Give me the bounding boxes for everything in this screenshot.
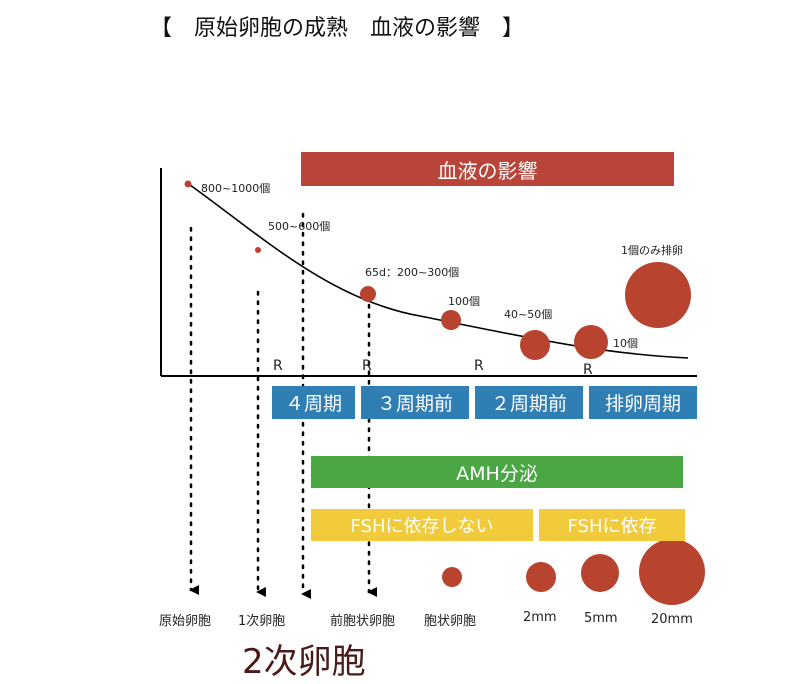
stage-label-20mm: 20mm [651, 612, 693, 627]
page-title: 【 原始卵胞の成熟 血液の影響 】 [150, 16, 525, 41]
fsh-independent-label: FSHに依存しない [350, 516, 494, 537]
cycle-bar-ovulation: 排卵周期 [589, 386, 697, 419]
follicle-on-curve [520, 330, 550, 360]
blood-influence-bar: 血液の影響 [301, 152, 674, 186]
cycle-label: 排卵周期 [604, 393, 681, 415]
cycle-label: ３周期前 [376, 393, 453, 415]
follicle-on-curve [574, 325, 608, 359]
follicle-5mm [581, 554, 619, 592]
count-label: 800~1000個 [201, 182, 271, 195]
follicle-antral [442, 567, 462, 587]
secondary-follicle-label: 2次卵胞 [242, 642, 366, 682]
cycle-bar-2-before: ２周期前 [475, 386, 583, 419]
cycle-bar-3-before: ３周期前 [361, 386, 469, 419]
amh-bar: AMH分泌 [311, 456, 683, 488]
follicle-on-curve [184, 180, 192, 188]
follicle-on-curve [360, 286, 376, 302]
count-label: 100個 [448, 295, 480, 308]
follicle-on-curve [255, 247, 261, 253]
blood-influence-label: 血液の影響 [437, 158, 538, 183]
stage-label-primordial: 原始卵胞 [159, 614, 212, 629]
count-label: 65d：200~300個 [365, 266, 460, 279]
decline-curve [189, 184, 689, 359]
count-label: 500~600個 [268, 220, 331, 233]
r-marker: R [362, 358, 372, 374]
cycle-label: ２周期前 [490, 393, 567, 415]
count-label: 40~50個 [504, 308, 553, 321]
count-label: 1個のみ排卵 [621, 244, 683, 257]
r-marker: R [583, 362, 593, 378]
count-label: 10個 [613, 337, 638, 350]
cycle-label: ４周期 [284, 393, 342, 415]
follicle-2mm [526, 562, 556, 592]
follicle-20mm [639, 539, 705, 605]
stage-label-preantral: 前胞状卵胞 [330, 614, 396, 629]
fsh-independent-bar: FSHに依存しない [311, 509, 533, 541]
stage-label-2mm: 2mm [523, 610, 557, 625]
cycle-bar-4: ４周期 [272, 386, 355, 419]
stage-label-antral: 胞状卵胞 [424, 614, 477, 629]
r-marker: R [273, 358, 283, 374]
r-marker: R [474, 358, 484, 374]
stage-label-5mm: 5mm [584, 611, 618, 626]
fsh-dependent-bar: FSHに依存 [539, 509, 685, 541]
follicle-on-curve [441, 310, 461, 330]
amh-label: AMH分泌 [456, 462, 538, 485]
stage-label-primary: 1次卵胞 [238, 614, 286, 629]
fsh-dependent-label: FSHに依存 [567, 516, 657, 537]
follicle-on-curve [625, 262, 691, 328]
